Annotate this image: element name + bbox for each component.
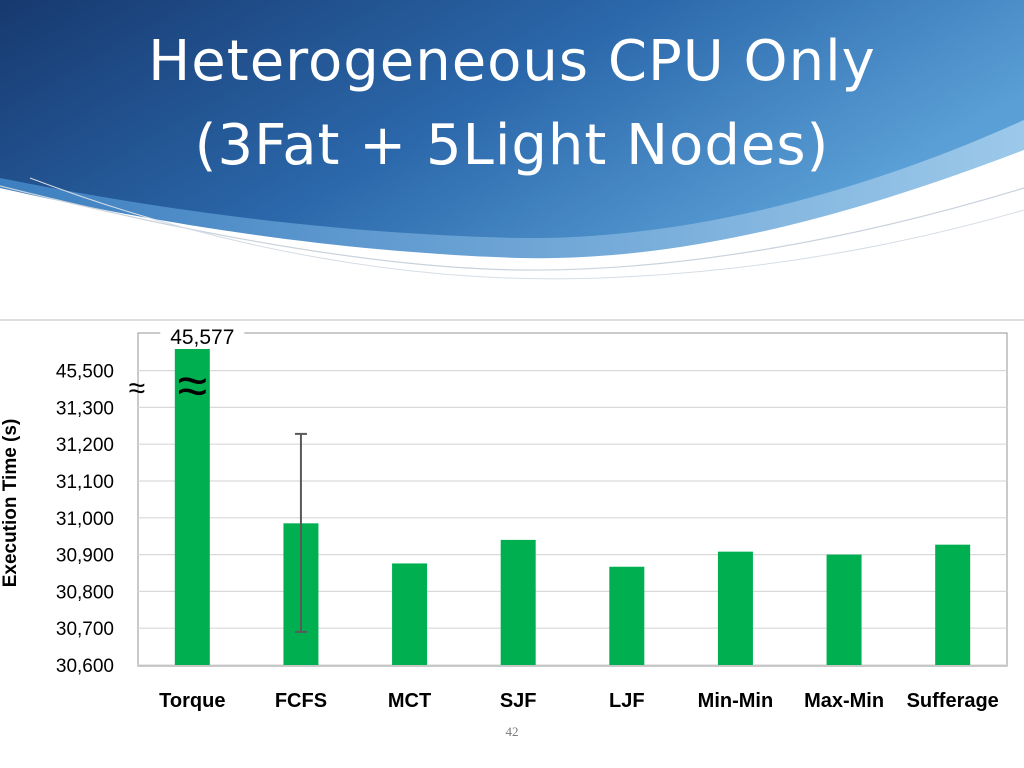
data-labels: 45,577 bbox=[160, 324, 245, 349]
bar-sufferage bbox=[935, 544, 971, 665]
x-category-label: Max-Min bbox=[804, 690, 884, 712]
x-category-labels: Torque FCFS MCT SJF LJF Min-Min Max-Min Suffera… bbox=[159, 690, 999, 712]
bar-sjf bbox=[500, 539, 536, 665]
y-tick-label: 31,200 bbox=[56, 435, 114, 456]
y-tick-label: 30,700 bbox=[56, 619, 114, 640]
y-tick-label: 30,800 bbox=[56, 582, 114, 603]
data-label: 45,577 bbox=[170, 326, 234, 349]
y-axis-label: Execution Time (s) bbox=[0, 419, 21, 588]
bar-ljf bbox=[609, 566, 645, 665]
y-tick-label: 30,600 bbox=[56, 656, 114, 677]
gridlines bbox=[138, 369, 1007, 666]
bar-break-mark: ≈ bbox=[177, 356, 207, 416]
axis-break-mark: ≈ bbox=[129, 372, 145, 405]
axis-break-marks: ≈ ≈ bbox=[129, 356, 207, 416]
x-category-label: Min-Min bbox=[698, 690, 774, 712]
page-number: 42 bbox=[505, 724, 519, 739]
x-category-label: Sufferage bbox=[907, 690, 999, 712]
data-label-background bbox=[160, 324, 245, 346]
x-category-label: FCFS bbox=[275, 690, 327, 712]
x-category-label: LJF bbox=[609, 690, 645, 712]
error-bars bbox=[294, 432, 307, 633]
bar-max-min bbox=[826, 554, 862, 665]
y-tick-label: 31,300 bbox=[56, 398, 114, 419]
bar-torque bbox=[174, 349, 210, 665]
bars bbox=[174, 349, 971, 665]
slide-title-line-1: Heterogeneous CPU Only bbox=[148, 29, 876, 94]
execution-time-bar-chart: 30,600 30,700 30,800 30,900 31,000 31,100 31,2… bbox=[0, 319, 1024, 712]
x-category-label: Torque bbox=[159, 690, 225, 712]
bar-mct bbox=[392, 563, 428, 665]
y-tick-label: 30,900 bbox=[56, 546, 114, 567]
y-tick-label: 31,000 bbox=[56, 509, 114, 530]
bar-min-min bbox=[717, 551, 753, 665]
x-category-label: SJF bbox=[500, 690, 537, 712]
slide-title-line-2: (3Fat + 5Light Nodes) bbox=[194, 113, 830, 178]
y-tick-label: 45,500 bbox=[56, 362, 114, 383]
x-category-label: MCT bbox=[388, 690, 431, 712]
plot-area-frame bbox=[137, 332, 1008, 667]
y-tick-label: 31,100 bbox=[56, 472, 114, 493]
slide-header-background bbox=[0, 0, 1024, 280]
y-tick-labels: 30,600 30,700 30,800 30,900 31,000 31,100 31,2… bbox=[56, 362, 114, 677]
